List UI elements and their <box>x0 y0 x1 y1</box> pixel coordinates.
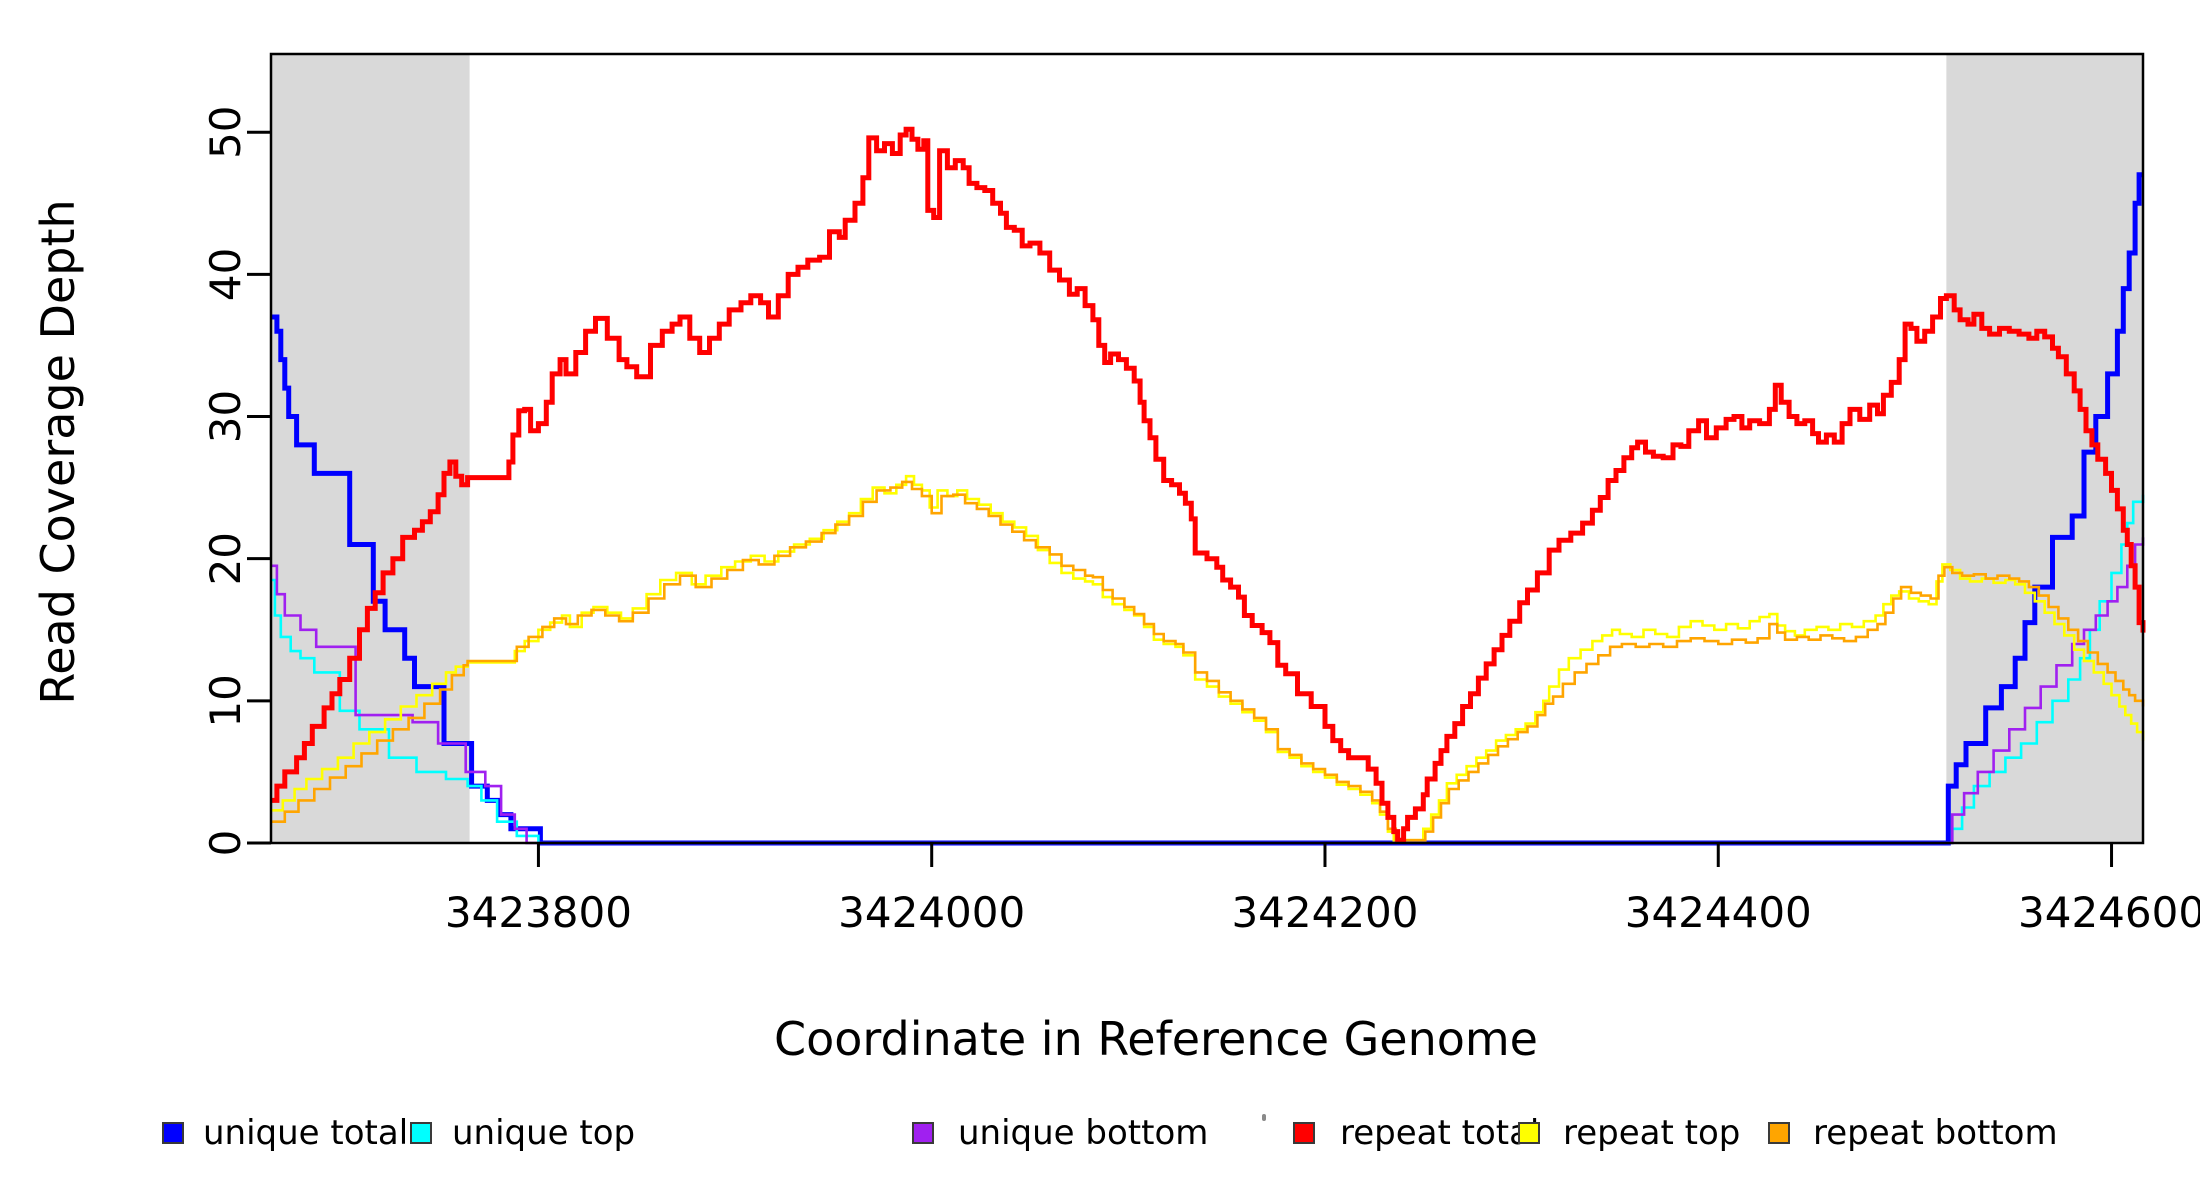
shaded-region <box>271 54 470 843</box>
y-axis-title-text: Read Coverage Depth <box>31 199 85 705</box>
series-line-repeat-top <box>271 474 2145 842</box>
series-line-unique-bottom <box>271 537 2145 845</box>
x-tick-label: 3423800 <box>445 888 632 937</box>
y-tick-label: 20 <box>201 532 250 585</box>
legend-label: unique top <box>452 1113 636 1153</box>
series-line-unique-total <box>271 172 2143 846</box>
legend-label: unique total <box>203 1113 409 1153</box>
legend-label: repeat bottom <box>1813 1113 2058 1153</box>
legend-label: unique bottom <box>958 1113 1209 1153</box>
x-axis-title-text: Coordinate in Reference Genome <box>774 1012 1538 1066</box>
series-line-unique-top <box>271 494 2145 845</box>
y-tick-label: 40 <box>201 248 250 301</box>
legend-label: repeat total <box>1340 1113 1540 1153</box>
series-line-repeat-bottom <box>271 480 2145 842</box>
unique-total-swatch-icon <box>162 1122 184 1144</box>
x-tick-label: 3424400 <box>1625 888 1812 937</box>
y-tick-label: 10 <box>201 674 250 727</box>
y-tick-label: 0 <box>201 830 250 857</box>
y-tick-label: 50 <box>201 105 250 158</box>
x-tick-label: 3424600 <box>2018 888 2200 937</box>
repeat-bottom-swatch-icon <box>1768 1122 1790 1144</box>
legend-label: repeat top <box>1563 1113 1741 1153</box>
plot-box <box>269 52 2145 845</box>
unique-bottom-swatch-icon <box>912 1122 934 1144</box>
unique-top-swatch-icon <box>410 1122 432 1144</box>
x-axis-title: Coordinate in Reference Genome <box>0 1012 2200 1066</box>
shaded-region <box>1946 54 2143 843</box>
repeat-total-swatch-icon <box>1293 1122 1315 1144</box>
series-line-repeat-total <box>271 126 2146 843</box>
stray-mark <box>1262 1114 1266 1121</box>
x-tick-label: 3424000 <box>838 888 1025 937</box>
coverage-plot-canvas: 3423800 3424000 3424200 3424400 3424600 0 10 20… <box>201 52 2200 937</box>
repeat-top-swatch-icon <box>1518 1122 1540 1144</box>
x-tick-label: 3424200 <box>1231 888 1418 937</box>
y-axis-title: Read Coverage Depth <box>31 142 85 762</box>
y-tick-label: 30 <box>201 390 250 443</box>
